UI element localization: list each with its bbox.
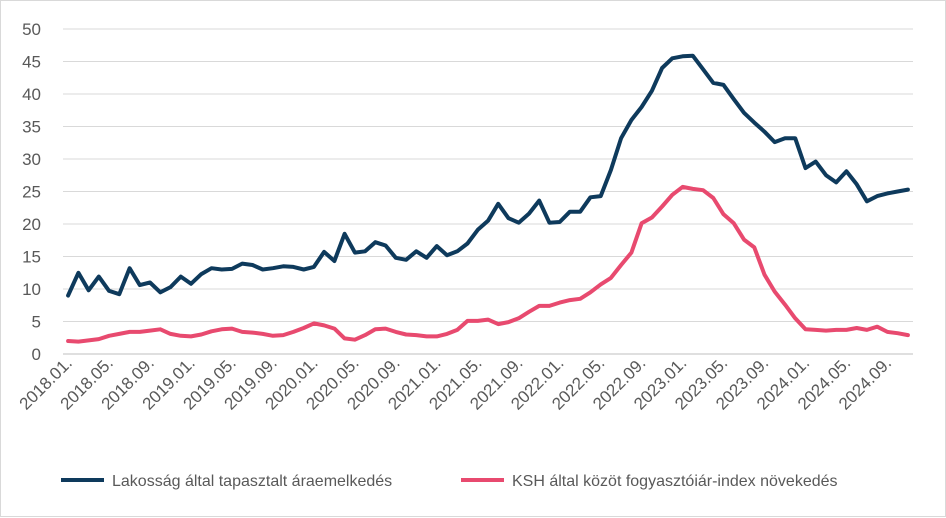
series-line-lakossag [66,53,910,298]
y-axis-tick-labels: 0 5 10 15 20 25 30 35 40 45 50 [22,20,41,364]
y-tick-label-40: 40 [22,85,41,104]
y-tick-label-30: 30 [22,150,41,169]
legend: Lakosság által tapasztalt áraemelkedés K… [61,473,838,490]
y-tick-label-15: 15 [22,248,41,267]
legend-label-ksh: KSH által közöt fogyasztóiár-index növek… [512,473,838,490]
series-lines [66,53,910,344]
y-tick-label-10: 10 [22,280,41,299]
y-tick-label-5: 5 [32,313,41,332]
grid-lines [63,28,913,322]
y-tick-label-35: 35 [22,118,41,137]
y-tick-label-0: 0 [32,345,41,364]
legend-label-lakossag: Lakosság által tapasztalt áraemelkedés [112,473,392,490]
y-tick-label-50: 50 [22,20,41,39]
y-tick-label-20: 20 [22,215,41,234]
series-line-ksh [66,184,910,344]
y-tick-label-25: 25 [22,183,41,202]
x-axis-tick-labels: 2018.01.2018.05.2018.09.2019.01.2019.05.… [16,353,896,413]
y-tick-label-45: 45 [22,53,41,72]
